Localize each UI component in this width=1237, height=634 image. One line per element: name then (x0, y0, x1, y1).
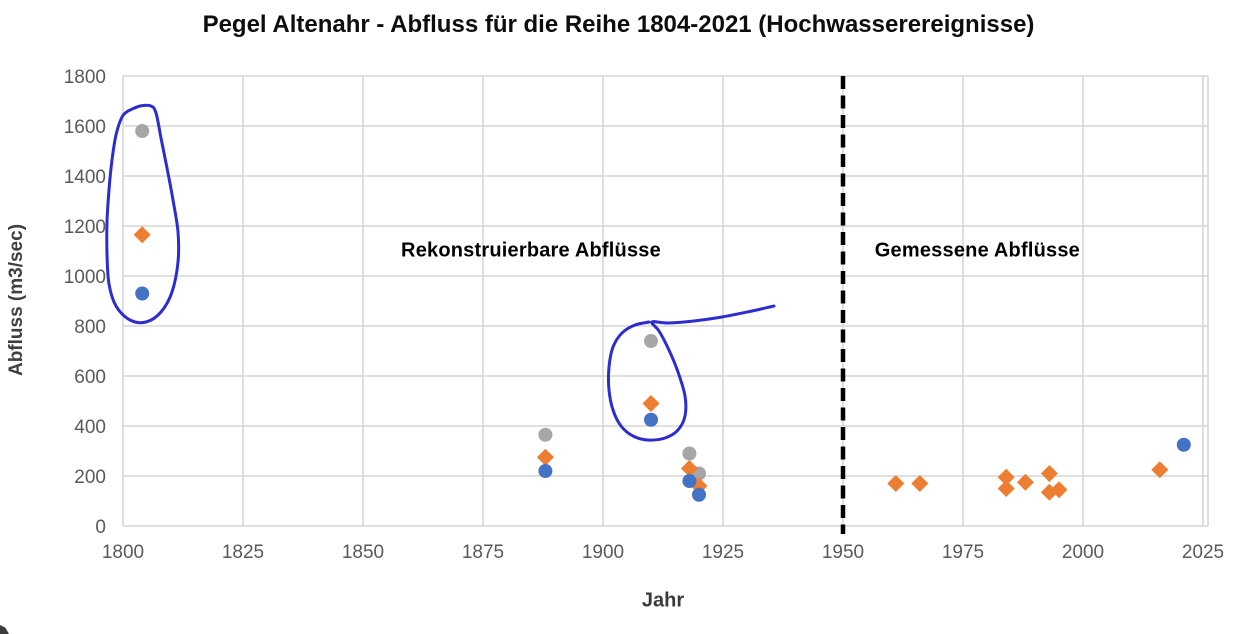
y-tick-label: 1000 (64, 267, 106, 288)
data-point-orange-diamond-series (1016, 473, 1034, 491)
x-tick-label: 1825 (222, 542, 264, 563)
x-tick-label: 1875 (462, 542, 504, 563)
data-point-orange-diamond-series (690, 477, 708, 495)
data-point-blue-circle-series (1176, 437, 1191, 452)
hand-drawn-circle-1 (105, 103, 181, 325)
data-point-blue-circle-series (644, 412, 658, 427)
x-tick-label: 1925 (702, 542, 744, 563)
data-point-orange-diamond-series (536, 448, 554, 466)
screenshot-corner-artifact (0, 625, 9, 634)
data-point-orange-diamond-series (997, 468, 1015, 486)
annotation-measured: Gemessene Abflüsse (874, 239, 1080, 262)
data-point-orange-diamond-series (1040, 483, 1058, 501)
y-tick-label: 1600 (64, 117, 106, 138)
x-tick-label: 1800 (102, 542, 144, 563)
data-point-orange-diamond-series (680, 460, 698, 477)
x-tick-label: 1975 (942, 542, 984, 563)
data-point-orange-diamond-series (1050, 481, 1068, 499)
data-point-blue-circle-series (682, 474, 697, 488)
y-tick-label: 1400 (64, 167, 106, 188)
data-point-orange-diamond-series (1040, 465, 1058, 482)
y-tick-label: 200 (74, 467, 106, 488)
data-point-blue-circle-series (135, 286, 150, 301)
y-tick-label: 400 (74, 417, 106, 438)
data-point-gray-circle-series (538, 427, 553, 442)
y-axis-title: Abfluss (m3/sec) (6, 223, 27, 377)
data-point-orange-diamond-series (997, 480, 1015, 497)
x-axis-title: Jahr (641, 589, 685, 612)
data-point-gray-circle-series (644, 334, 658, 348)
data-point-blue-circle-series (538, 464, 553, 478)
y-tick-label: 800 (74, 317, 106, 338)
data-point-orange-diamond-series (1151, 461, 1169, 479)
data-point-blue-circle-series (692, 487, 706, 502)
data-point-gray-circle-series (692, 466, 706, 481)
y-tick-label: 1800 (64, 67, 106, 88)
x-tick-label: 2000 (1062, 542, 1104, 563)
data-point-gray-circle-series (135, 124, 150, 138)
annotation-reconstructed: Rekonstruierbare Abflüsse (401, 239, 661, 262)
x-tick-label: 2025 (1182, 542, 1224, 563)
y-tick-label: 600 (74, 367, 106, 388)
y-tick-label: 1200 (64, 217, 106, 238)
chart-title: Pegel Altenahr - Abfluss für die Reihe 1… (202, 11, 1035, 38)
data-point-orange-diamond-series (911, 475, 929, 492)
x-tick-label: 1950 (822, 542, 864, 563)
hand-drawn-circle-2 (606, 304, 776, 442)
data-point-orange-diamond-series (887, 475, 905, 492)
y-tick-label: 0 (95, 517, 106, 538)
x-tick-label: 1850 (342, 542, 384, 563)
data-point-orange-diamond-series (642, 395, 660, 412)
data-point-orange-diamond-series (133, 226, 151, 244)
x-tick-label: 1900 (582, 542, 624, 563)
data-point-gray-circle-series (682, 446, 697, 461)
